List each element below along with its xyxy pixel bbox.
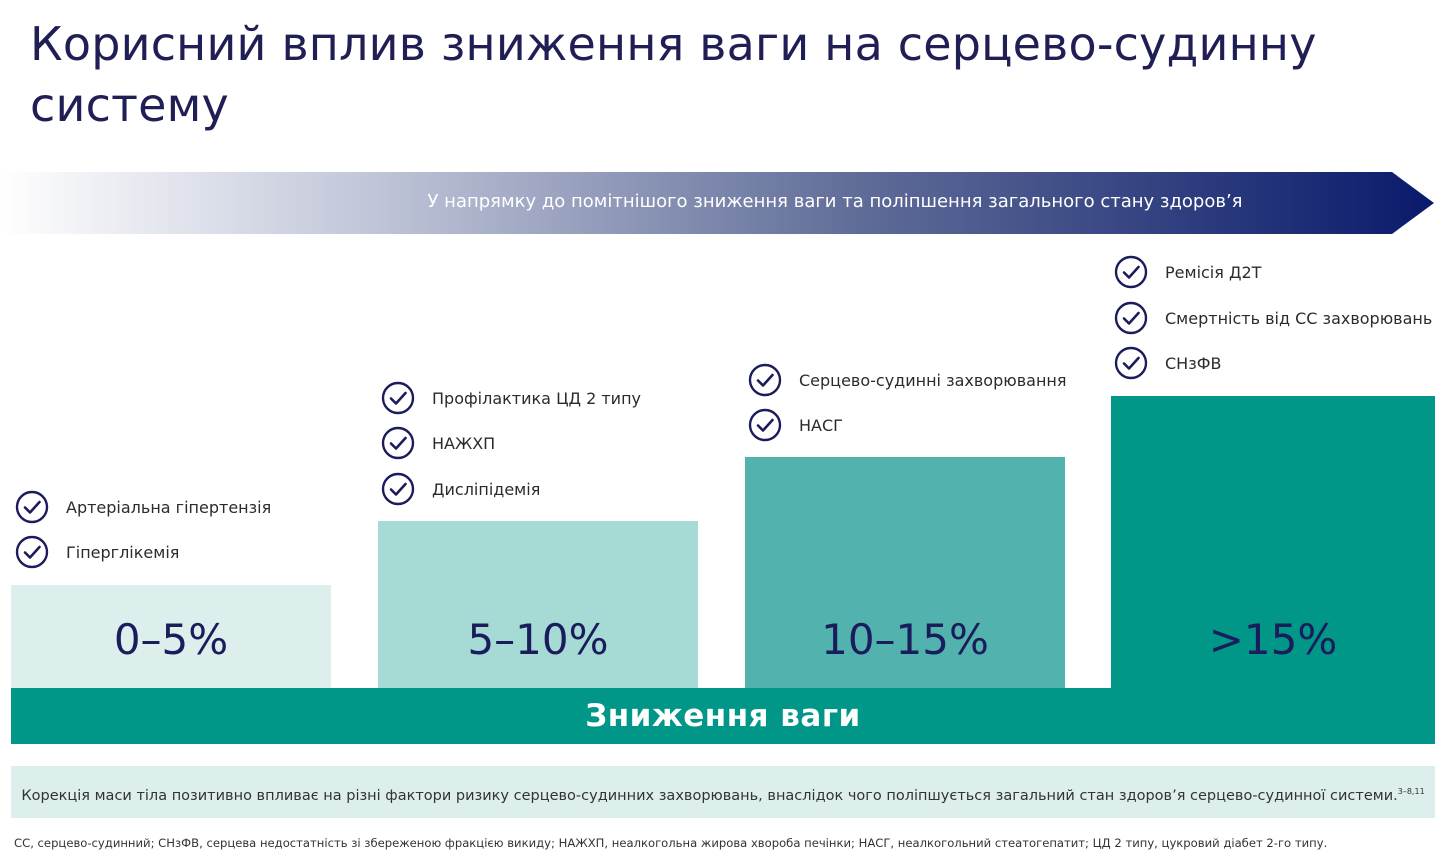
benefit-label: НАСГ — [799, 415, 843, 435]
benefit-item: Смертність від СС захворювань — [1114, 300, 1432, 336]
summary-text: Корекція маси тіла позитивно впливає на … — [21, 788, 1398, 804]
benefit-item: Гіперглікемія — [15, 534, 179, 570]
check-circle-icon — [748, 363, 782, 397]
benefit-label: Ремісія Д2Т — [1165, 262, 1262, 282]
bar-over-15: >15% — [1111, 396, 1435, 688]
benefit-label: Гіперглікемія — [66, 542, 180, 562]
weight-loss-banner: Зниження ваги — [11, 688, 1435, 744]
benefit-label: Артеріальна гіпертензія — [66, 497, 272, 517]
benefit-item: Дисліпідемія — [381, 471, 540, 507]
range-label: 10–15% — [821, 615, 989, 664]
check-circle-icon — [15, 490, 49, 524]
check-circle-icon — [1114, 346, 1148, 380]
benefit-label: Профілактика ЦД 2 типу — [432, 388, 641, 408]
check-circle-icon — [381, 381, 415, 415]
benefit-item: Артеріальна гіпертензія — [15, 489, 271, 525]
check-circle-icon — [1114, 255, 1148, 289]
bar-0-5: 0–5% — [11, 585, 331, 688]
benefit-label: НАЖХП — [432, 433, 496, 453]
benefit-item: Серцево-судинні захворювання — [748, 362, 1066, 398]
progress-arrow — [0, 172, 1434, 234]
benefit-label: Дисліпідемія — [432, 479, 541, 499]
benefit-item: Профілактика ЦД 2 типу — [381, 380, 641, 416]
benefit-item: НАЖХП — [381, 425, 495, 461]
check-circle-icon — [15, 535, 49, 569]
benefit-label: Смертність від СС захворювань — [1165, 308, 1433, 328]
check-circle-icon — [381, 426, 415, 460]
bar-10-15: 10–15% — [745, 457, 1065, 688]
range-label: 0–5% — [113, 615, 229, 664]
benefit-label: Серцево-судинні захворювання — [799, 370, 1067, 390]
benefit-item: НАСГ — [748, 407, 843, 443]
benefit-label: СНзФВ — [1165, 353, 1222, 373]
range-label: 5–10% — [467, 615, 609, 664]
check-circle-icon — [381, 472, 415, 506]
range-label: >15% — [1208, 615, 1338, 664]
benefit-item: СНзФВ — [1114, 345, 1221, 381]
check-circle-icon — [1114, 301, 1148, 335]
check-circle-icon — [748, 408, 782, 442]
bar-5-10: 5–10% — [378, 521, 698, 688]
summary-references: 3–8,11 — [1397, 787, 1425, 796]
abbreviations-footnote: СС, серцево-судинний; СНзФВ, серцева нед… — [14, 836, 1328, 850]
benefit-item: Ремісія Д2Т — [1114, 254, 1261, 290]
summary-box: Корекція маси тіла позитивно впливає на … — [11, 766, 1435, 818]
page-title: Корисний вплив зниження ваги на серцево-… — [30, 17, 1317, 132]
arrow-caption: У напрямку до помітнішого зниження ваги … — [427, 191, 1243, 212]
